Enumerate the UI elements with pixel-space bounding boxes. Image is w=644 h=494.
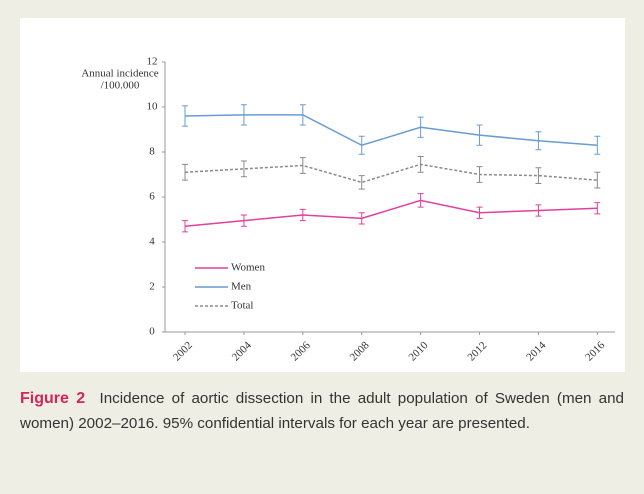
y-tick-label: 10 <box>147 101 159 113</box>
chart-panel <box>20 18 625 372</box>
series-line <box>185 114 598 147</box>
y-tick-label: 0 <box>149 326 155 338</box>
error-bar <box>358 212 365 225</box>
error-bar <box>417 156 424 173</box>
error-bar <box>535 204 542 217</box>
caption-label: Figure 2 <box>20 390 86 407</box>
error-bar <box>240 104 247 126</box>
y-tick-label: 2 <box>149 281 155 293</box>
series-line <box>184 199 598 227</box>
error-bar <box>417 193 424 208</box>
y-tick-label: 6 <box>149 191 155 203</box>
error-bar <box>182 163 189 181</box>
legend-label: Women <box>231 262 265 274</box>
error-bar <box>299 104 306 126</box>
error-bar <box>240 160 247 178</box>
error-bar <box>594 202 601 215</box>
error-bar <box>240 214 247 227</box>
error-bar <box>299 208 306 222</box>
error-bar <box>535 131 542 151</box>
error-bar <box>535 167 542 184</box>
error-bar <box>182 220 189 233</box>
y-tick-label: 8 <box>149 146 155 158</box>
legend-label: Total <box>231 300 253 312</box>
error-bar <box>299 157 306 174</box>
error-bar <box>358 175 365 190</box>
error-bar <box>476 206 483 219</box>
y-label: Annual incidence <box>81 68 158 80</box>
error-bar <box>476 124 483 146</box>
y-tick-label: 4 <box>149 236 155 248</box>
error-bar <box>476 166 483 183</box>
legend-label: Men <box>231 281 252 293</box>
error-bar <box>358 135 365 155</box>
caption-text: Incidence of aortic dissection in the ad… <box>20 390 624 432</box>
error-bar <box>594 135 601 155</box>
error-bar <box>417 116 424 138</box>
caption: Figure 2 Incidence of aortic dissection … <box>20 386 624 436</box>
error-bar <box>594 171 601 189</box>
y-label: /100.000 <box>101 80 140 92</box>
series-line <box>184 163 598 184</box>
error-bar <box>182 105 189 127</box>
y-tick-label: 12 <box>147 56 158 68</box>
